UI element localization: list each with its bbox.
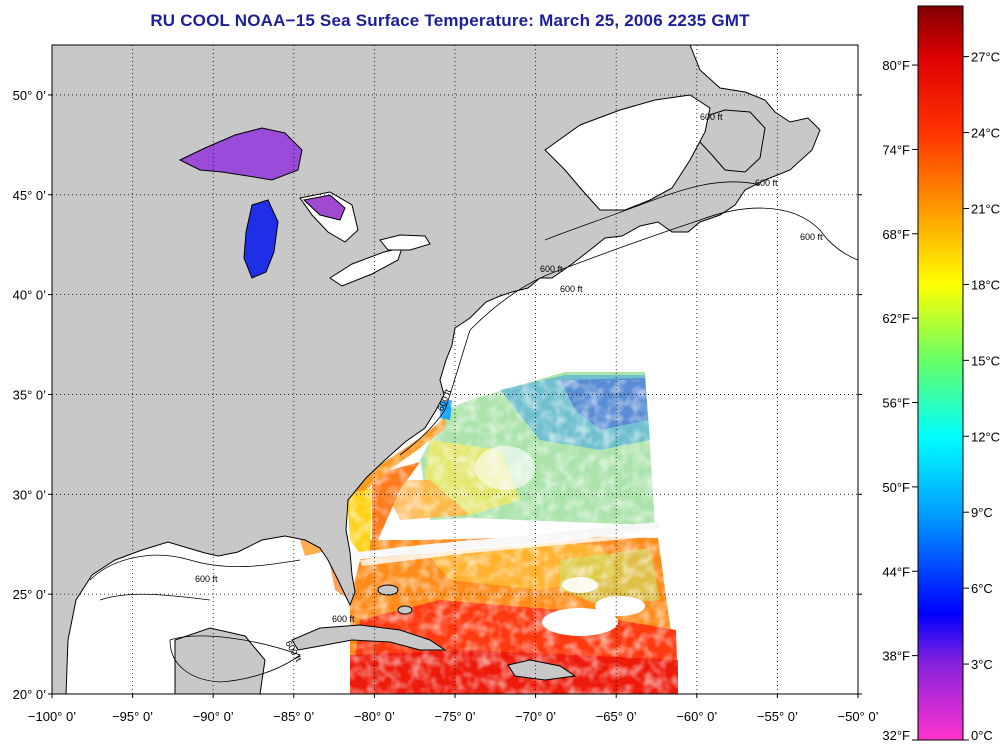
colorbar-c-label: 3°C bbox=[971, 657, 993, 672]
lat-tick-label: 50° 0’ bbox=[13, 88, 47, 103]
colorbar-c-label: 0°C bbox=[971, 728, 993, 743]
lon-tick-label: −75° 0’ bbox=[435, 709, 476, 724]
colorbar-f-label: 74°F bbox=[882, 142, 910, 157]
isobath-label: 600 ft bbox=[755, 178, 778, 188]
great-lakes bbox=[178, 127, 431, 287]
colorbar-c-label: 18°C bbox=[971, 277, 1000, 292]
longitude-axis: −100° 0’ −95° 0’ −90° 0’ −85° 0’ −80° 0’ −75°… bbox=[28, 694, 879, 724]
colorbar-f-label: 56°F bbox=[882, 396, 910, 411]
colorbar-fahrenheit-labels: 80°F 74°F 68°F 62°F 56°F 50°F 44°F 38°F 32°F bbox=[882, 58, 918, 743]
lat-tick-label: 30° 0’ bbox=[13, 487, 47, 502]
colorbar-c-label: 27°C bbox=[971, 50, 1000, 65]
colorbar-f-label: 44°F bbox=[882, 564, 910, 579]
colorbar-c-label: 9°C bbox=[971, 505, 993, 520]
lon-tick-label: −95° 0’ bbox=[112, 709, 153, 724]
lon-tick-label: −55° 0’ bbox=[757, 709, 798, 724]
gridlines bbox=[52, 45, 858, 694]
map-title: RU COOL NOAA−15 Sea Surface Temperature:… bbox=[150, 11, 750, 30]
isobath-label: 600 ft bbox=[700, 112, 723, 122]
lon-tick-label: −80° 0’ bbox=[354, 709, 395, 724]
lon-tick-label: −70° 0’ bbox=[515, 709, 556, 724]
lon-tick-label: −85° 0’ bbox=[273, 709, 314, 724]
sst-swath bbox=[300, 372, 680, 694]
lon-tick-label: −65° 0’ bbox=[596, 709, 637, 724]
lat-tick-label: 45° 0’ bbox=[13, 188, 47, 203]
lat-tick-label: 20° 0’ bbox=[13, 687, 47, 702]
latitude-axis: 50° 0’ 45° 0’ 40° 0’ 35° 0’ 30° 0’ 25° 0’ 20° … bbox=[13, 88, 862, 702]
isobath-label: 600 ft bbox=[332, 614, 355, 624]
isobath-label: 600 ft bbox=[800, 232, 823, 242]
colorbar-f-label: 50°F bbox=[882, 480, 910, 495]
colorbar-c-label: 12°C bbox=[971, 429, 1000, 444]
lon-tick-label: −90° 0’ bbox=[193, 709, 234, 724]
colorbar-c-label: 15°C bbox=[971, 353, 1000, 368]
isobath-label: 600 ft bbox=[195, 574, 218, 584]
colorbar-f-label: 62°F bbox=[882, 311, 910, 326]
colorbar-c-label: 6°C bbox=[971, 581, 993, 596]
lon-tick-label: −100° 0’ bbox=[28, 709, 76, 724]
colorbar-f-label: 38°F bbox=[882, 649, 910, 664]
isobath-label: 600 ft bbox=[540, 264, 563, 274]
lon-tick-label: −50° 0’ bbox=[838, 709, 879, 724]
lat-tick-label: 25° 0’ bbox=[13, 587, 47, 602]
colorbar-c-label: 24°C bbox=[971, 126, 1000, 141]
isobath-contours bbox=[89, 181, 858, 683]
gulf-of-st-lawrence bbox=[544, 94, 711, 211]
colorbar-f-label: 80°F bbox=[882, 58, 910, 73]
colorbar-f-label: 32°F bbox=[882, 728, 910, 743]
colorbar-f-label: 68°F bbox=[882, 227, 910, 242]
colorbar-c-label: 21°C bbox=[971, 201, 1000, 216]
lat-tick-label: 40° 0’ bbox=[13, 288, 47, 303]
lat-tick-label: 35° 0’ bbox=[13, 387, 47, 402]
isobath-label: 600 ft bbox=[560, 284, 583, 294]
lon-tick-label: −60° 0’ bbox=[676, 709, 717, 724]
colorbar bbox=[917, 5, 964, 741]
colorbar-celsius-labels: 27°C 24°C 21°C 18°C 15°C 12°C 9°C 6°C 3°C 0°C bbox=[963, 50, 1000, 743]
